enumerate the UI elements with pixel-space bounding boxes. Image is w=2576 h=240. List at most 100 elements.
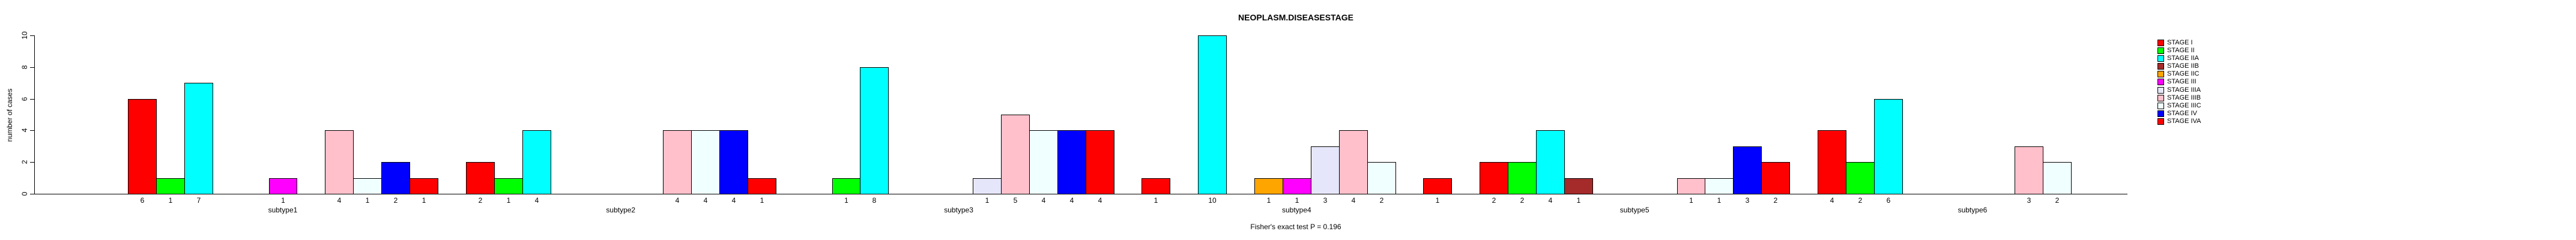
category-label-subtype5: subtype5 bbox=[1619, 206, 1649, 214]
y-tick-label: 6 bbox=[20, 97, 29, 101]
bar-subtype2-stage-iia bbox=[522, 130, 551, 194]
legend-label-stage-iiia: STAGE IIIA bbox=[2167, 86, 2201, 94]
bar-subtype5-stage-iva bbox=[1761, 162, 1790, 194]
bar-subtype2-stage-i bbox=[466, 162, 495, 194]
bar-subtype6-stage-iia bbox=[1874, 99, 1903, 194]
y-tick-label: 4 bbox=[20, 128, 29, 133]
category-label-subtype3: subtype3 bbox=[944, 206, 973, 214]
bar-subtype2-stage-iv bbox=[719, 130, 748, 194]
bar-value-label: 4 bbox=[337, 196, 342, 205]
legend-swatch-stage-iva bbox=[2157, 118, 2164, 125]
y-tick-label: 2 bbox=[20, 160, 29, 164]
bar-value-label: 5 bbox=[1013, 196, 1018, 205]
legend-label-stage-iv: STAGE IV bbox=[2167, 109, 2197, 117]
y-tick-mark bbox=[30, 67, 34, 68]
bar-subtype5-stage-ii bbox=[1508, 162, 1537, 194]
bar-subtype3-stage-iva bbox=[1086, 130, 1114, 194]
bar-subtype4-stage-i bbox=[1141, 178, 1170, 194]
bar-value-label: 3 bbox=[2027, 196, 2031, 205]
category-label-subtype6: subtype6 bbox=[1958, 206, 1988, 214]
bar-value-label: 4 bbox=[731, 196, 736, 205]
bar-subtype6-stage-ii bbox=[1846, 162, 1875, 194]
category-label-subtype4: subtype4 bbox=[1281, 206, 1311, 214]
legend-swatch-stage-iiib bbox=[2157, 94, 2164, 101]
legend-label-stage-iva: STAGE IVA bbox=[2167, 117, 2201, 125]
bar-value-label: 1 bbox=[281, 196, 285, 205]
bar-subtype4-stage-iva bbox=[1423, 178, 1452, 194]
y-tick-mark bbox=[30, 130, 34, 131]
bar-value-label: 1 bbox=[1295, 196, 1299, 205]
bar-value-label: 2 bbox=[1492, 196, 1496, 205]
bar-value-label: 4 bbox=[703, 196, 708, 205]
bar-subtype2-stage-iva bbox=[748, 178, 776, 194]
bar-subtype3-stage-iiib bbox=[1001, 115, 1030, 194]
bar-subtype1-stage-iii bbox=[269, 178, 297, 194]
bar-subtype5-stage-iiib bbox=[1677, 178, 1705, 194]
bar-subtype3-stage-iv bbox=[1057, 130, 1086, 194]
bar-subtype4-stage-iic bbox=[1254, 178, 1283, 194]
bar-subtype3-stage-iiic bbox=[1029, 130, 1058, 194]
y-tick-label: 0 bbox=[20, 191, 29, 196]
bar-value-label: 2 bbox=[1858, 196, 1863, 205]
bar-value-label: 1 bbox=[760, 196, 764, 205]
legend-label-stage-iiic: STAGE IIIC bbox=[2167, 101, 2201, 109]
category-label-subtype2: subtype2 bbox=[606, 206, 636, 214]
legend-swatch-stage-i bbox=[2157, 40, 2164, 47]
y-tick-label: 8 bbox=[20, 65, 29, 70]
bar-value-label: 1 bbox=[422, 196, 426, 205]
bar-value-label: 4 bbox=[1069, 196, 1074, 205]
bar-value-label: 1 bbox=[1266, 196, 1271, 205]
legend-label-stage-iia: STAGE IIA bbox=[2167, 55, 2199, 62]
bar-value-label: 2 bbox=[393, 196, 398, 205]
footnote-fishers-test: Fisher's exact test P = 0.196 bbox=[1250, 223, 1341, 231]
bar-value-label: 7 bbox=[196, 196, 201, 205]
bar-value-label: 1 bbox=[1576, 196, 1581, 205]
bar-value-label: 2 bbox=[1773, 196, 1778, 205]
bar-subtype1-stage-iia bbox=[184, 83, 213, 194]
legend-swatch-stage-iii bbox=[2157, 79, 2164, 86]
bar-subtype1-stage-iiic bbox=[353, 178, 382, 194]
bar-subtype1-stage-iv bbox=[381, 162, 410, 194]
bar-value-label: 1 bbox=[365, 196, 370, 205]
bar-value-label: 4 bbox=[1548, 196, 1553, 205]
bar-subtype3-stage-ii bbox=[832, 178, 860, 194]
y-tick-mark bbox=[30, 99, 34, 100]
y-axis-line bbox=[34, 35, 35, 194]
bar-subtype4-stage-iiic bbox=[1367, 162, 1396, 194]
bar-value-label: 3 bbox=[1745, 196, 1750, 205]
bar-subtype5-stage-iiic bbox=[1705, 178, 1734, 194]
bar-subtype3-stage-iiia bbox=[973, 178, 1002, 194]
bar-value-label: 1 bbox=[506, 196, 511, 205]
bar-value-label: 3 bbox=[1323, 196, 1328, 205]
bar-value-label: 4 bbox=[1351, 196, 1356, 205]
legend-label-stage-i: STAGE I bbox=[2167, 39, 2193, 47]
bar-subtype5-stage-i bbox=[1480, 162, 1508, 194]
chart-title: NEOPLASM.DISEASESTAGE bbox=[1238, 13, 1353, 22]
bar-value-label: 1 bbox=[1153, 196, 1158, 205]
legend-label-stage-iii: STAGE III bbox=[2167, 78, 2197, 86]
bar-subtype1-stage-i bbox=[128, 99, 157, 194]
legend-swatch-stage-iib bbox=[2157, 63, 2164, 70]
bar-value-label: 2 bbox=[478, 196, 483, 205]
bar-value-label: 10 bbox=[1208, 196, 1217, 205]
bar-subtype3-stage-iia bbox=[860, 67, 889, 194]
legend-swatch-stage-iiic bbox=[2157, 102, 2164, 109]
y-tick-mark bbox=[30, 35, 34, 36]
bar-value-label: 8 bbox=[872, 196, 877, 205]
bar-value-label: 2 bbox=[1379, 196, 1384, 205]
legend-swatch-stage-iia bbox=[2157, 55, 2164, 62]
bar-subtype5-stage-iv bbox=[1733, 146, 1762, 194]
bar-value-label: 4 bbox=[675, 196, 680, 205]
bar-subtype4-stage-iiib bbox=[1339, 130, 1368, 194]
legend-label-stage-iib: STAGE IIB bbox=[2167, 62, 2199, 70]
legend-swatch-stage-iic bbox=[2157, 71, 2164, 78]
bar-subtype2-stage-ii bbox=[494, 178, 523, 194]
bar-value-label: 6 bbox=[140, 196, 145, 205]
bar-subtype2-stage-iiic bbox=[691, 130, 720, 194]
bar-value-label: 1 bbox=[844, 196, 848, 205]
bar-subtype6-stage-iiib bbox=[2015, 146, 2043, 194]
bar-value-label: 1 bbox=[985, 196, 990, 205]
legend-label-stage-iiib: STAGE IIIB bbox=[2167, 94, 2201, 101]
bar-subtype6-stage-i bbox=[1818, 130, 1846, 194]
bar-subtype4-stage-iii bbox=[1283, 178, 1311, 194]
